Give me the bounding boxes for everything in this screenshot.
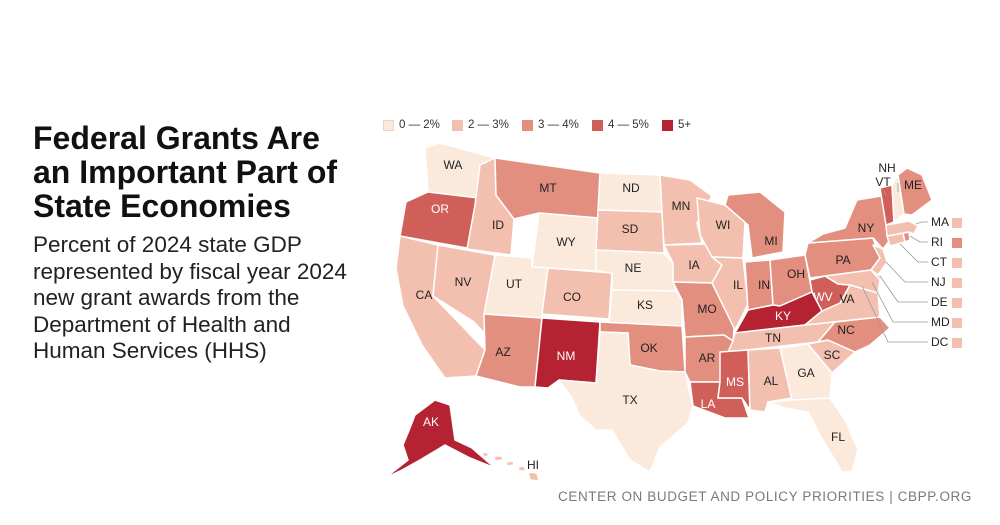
label-HI: HI (527, 458, 539, 472)
label-MD: MD (931, 315, 950, 329)
leader-lines (861, 183, 928, 343)
label-WA: WA (444, 158, 463, 172)
side-swatch-CT[interactable] (952, 258, 962, 268)
label-NC: NC (837, 323, 855, 337)
legend-swatch-4-5 (592, 120, 603, 131)
label-MS: MS (726, 375, 744, 389)
label-DE: DE (931, 295, 948, 309)
source-credit: CENTER ON BUDGET AND POLICY PRIORITIES |… (558, 489, 972, 504)
state-NV[interactable] (432, 244, 496, 334)
label-CA: CA (416, 288, 433, 302)
state-IL[interactable] (711, 256, 749, 331)
side-swatch-RI[interactable] (952, 238, 962, 248)
label-ND: ND (622, 181, 640, 195)
side-swatch-NJ[interactable] (952, 278, 962, 288)
label-AR: AR (699, 351, 716, 365)
label-OK: OK (640, 341, 657, 355)
side-swatch-MD[interactable] (952, 318, 962, 328)
label-RI: RI (931, 235, 943, 249)
label-VT: VT (875, 175, 891, 189)
label-CT: CT (931, 255, 948, 269)
label-GA: GA (797, 366, 814, 380)
legend-swatch-2-3 (452, 120, 463, 131)
leader-line-DC (861, 285, 928, 343)
state-shapes (384, 142, 933, 482)
label-IN: IN (758, 278, 770, 292)
label-DC: DC (931, 335, 949, 349)
legend-swatch-5-plus (662, 120, 673, 131)
label-NM: NM (557, 349, 576, 363)
label-OH: OH (787, 267, 805, 281)
label-PA: PA (835, 253, 850, 267)
label-IA: IA (688, 258, 699, 272)
label-IL: IL (733, 278, 743, 292)
label-MN: MN (672, 199, 691, 213)
label-SC: SC (824, 348, 841, 362)
label-MO: MO (697, 302, 716, 316)
label-WV: WV (813, 290, 832, 304)
label-NV: NV (455, 275, 472, 289)
leader-line-VT (883, 189, 887, 197)
label-NY: NY (858, 221, 875, 235)
legend-swatch-0-2 (383, 120, 394, 131)
label-ME: ME (904, 178, 922, 192)
state-KS[interactable] (608, 289, 683, 327)
state-HI[interactable] (481, 451, 540, 482)
label-TX: TX (622, 393, 637, 407)
label-NE: NE (625, 261, 642, 275)
label-AZ: AZ (495, 345, 510, 359)
label-KS: KS (637, 298, 653, 312)
leader-line-MA (915, 221, 928, 225)
label-UT: UT (506, 277, 523, 291)
label-OR: OR (431, 202, 449, 216)
label-KY: KY (775, 309, 791, 323)
side-swatch-DE[interactable] (952, 298, 962, 308)
label-SD: SD (622, 222, 639, 236)
legend-label-5-plus: 5+ (678, 119, 692, 131)
label-CO: CO (563, 290, 581, 304)
label-MI: MI (764, 234, 777, 248)
legend-swatch-3-4 (522, 120, 533, 131)
label-NH: NH (878, 161, 895, 175)
leader-line-RI (909, 235, 928, 243)
label-TN: TN (765, 331, 781, 345)
leader-line-CT (899, 243, 928, 263)
state-NJ[interactable] (870, 244, 888, 276)
label-VA: VA (839, 292, 854, 306)
label-WY: WY (556, 235, 575, 249)
legend-label-4-5: 4 — 5% (608, 119, 649, 131)
state-labels: WA OR CA NV ID MT WY UT CO AZ NM ND SD N… (416, 158, 950, 472)
state-MI[interactable] (724, 191, 786, 259)
label-WI: WI (716, 218, 731, 232)
state-FL[interactable] (767, 397, 859, 473)
state-ME[interactable] (897, 167, 933, 216)
legend-label-0-2: 0 — 2% (399, 119, 440, 131)
side-swatch-DC[interactable] (952, 338, 962, 348)
chart-title: Federal Grants Are an Important Part of … (33, 120, 338, 224)
side-swatch-MA[interactable] (952, 218, 962, 228)
leader-line-MD (871, 281, 928, 323)
label-FL: FL (831, 430, 845, 444)
label-MT: MT (539, 181, 557, 195)
label-AL: AL (764, 374, 779, 388)
label-AK: AK (423, 415, 439, 429)
label-NJ: NJ (931, 275, 946, 289)
chart-subtitle: Percent of 2024 state GDP represented by… (33, 232, 347, 363)
label-LA: LA (701, 397, 716, 411)
state-MA[interactable] (885, 220, 919, 237)
leader-line-NJ (885, 261, 928, 283)
legend-label-2-3: 2 — 3% (468, 119, 509, 131)
leader-line-DE (879, 275, 928, 303)
side-swatches (952, 218, 962, 348)
state-TX[interactable] (558, 331, 694, 473)
legend-label-3-4: 3 — 4% (538, 119, 579, 131)
state-AK[interactable] (384, 399, 496, 479)
label-ID: ID (492, 218, 504, 232)
label-MA: MA (931, 215, 949, 229)
